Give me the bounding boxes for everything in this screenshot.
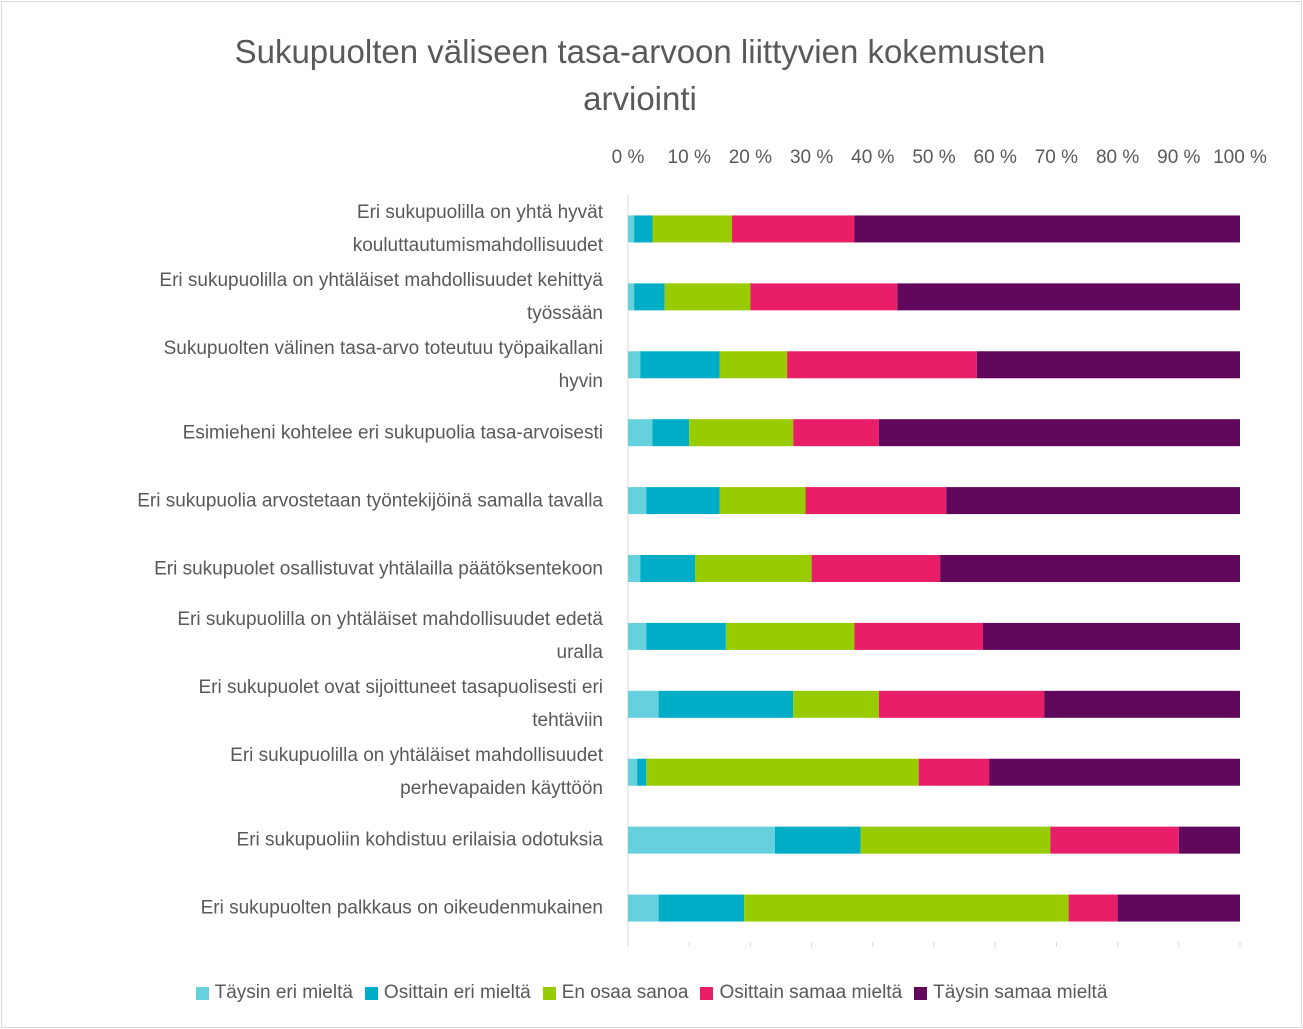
bar-segment [640,555,696,582]
bar-segment [646,758,919,786]
legend-item: Täysin samaa mieltä [914,982,1107,1004]
category-label: Eri sukupuolilla on yhtä hyvät kouluttau… [352,201,603,256]
bar-segment [646,622,726,650]
category-label: Eri sukupuolten palkkaus on oikeudenmuka… [200,897,603,919]
bar-segment [854,622,983,650]
bar-segment [976,351,1240,379]
bar-segment [634,283,665,311]
bar-segment [628,215,635,243]
x-tick-label: 0 % [611,147,645,168]
bar-segment [1178,826,1240,854]
bar-segment [878,690,1045,718]
bar-segment [628,487,647,515]
bar-segment [854,215,1240,243]
bar-segment [628,622,647,650]
legend-swatch [364,986,378,1000]
legend-swatch [914,986,928,1000]
bar-segment [946,487,1240,515]
x-tick-label: 20 % [728,147,773,168]
bar-segment [652,419,690,447]
bar-segment [918,758,990,786]
legend-swatch [195,986,209,1000]
legend-item: Osittain samaa mieltä [700,982,902,1004]
bar-segment [940,555,1240,582]
bar-segment [664,283,751,311]
bar-segment [1068,894,1118,922]
bar-segment [628,758,638,786]
legend-swatch [700,986,714,1000]
bar-segment [628,894,659,922]
x-tick-label: 100 % [1213,147,1267,168]
bar-segment [634,215,653,243]
bar-segment [628,555,641,582]
bar-segment [658,894,745,922]
bar-segment [695,555,812,582]
category-label: Sukupuolten välinen tasa-arvo toteutuu t… [163,337,603,392]
bar-segment [811,555,941,582]
chart-title: Sukupuolten väliseen tasa-arvoon liittyv… [234,33,1046,117]
bar-segment [628,351,641,379]
x-tick-label: 50 % [912,147,956,168]
legend-label: Osittain samaa mieltä [719,982,903,1003]
bar-segment [719,351,788,379]
bar-segment [793,419,879,447]
legend-label: Osittain eri mieltä [383,982,531,1003]
legend-label: Täysin samaa mieltä [933,982,1108,1003]
bar-segment [725,622,855,650]
bar-segment [1044,690,1240,718]
category-label: Eri sukupuolilla on yhtäläiset mahdollis… [177,609,603,664]
bar-segment [774,826,861,854]
bar-segment [646,487,720,515]
category-label: Eri sukupuoliin kohdistuu erilaisia odot… [236,829,603,851]
bar-segment [793,690,879,718]
legend-item: Täysin eri mieltä [195,982,353,1004]
legend-swatch [542,986,556,1000]
bar-segment [744,894,1069,922]
bar-segment [658,690,794,718]
x-tick-label: 40 % [851,147,895,168]
category-label: Eri sukupuolia arvostetaan työntekijöinä… [137,490,603,512]
bar-segment [628,283,635,311]
bar-segment [897,283,1240,311]
bar-segment [878,419,1240,447]
bar-segment [805,487,947,515]
legend-label: En osaa sanoa [561,982,689,1003]
x-tick-label: 90 % [1157,147,1201,168]
category-label: Esimieheni kohtelee eri sukupuolia tasa-… [182,422,603,444]
bar-segment [640,351,720,379]
x-tick-label: 10 % [667,147,711,168]
bar-segment [1050,826,1179,854]
x-tick-label: 30 % [789,147,834,168]
category-label: Eri sukupuolet osallistuvat yhtälailla p… [154,558,603,579]
bar-segment [982,622,1240,650]
legend-label: Täysin eri mieltä [214,982,353,1003]
category-label: Eri sukupuolilla on yhtäläiset mahdollis… [230,745,603,800]
legend-item: En osaa sanoa [542,982,689,1004]
x-tick-label: 60 % [973,147,1017,168]
bar-segment [732,215,855,243]
category-label: Eri sukupuolet ovat sijoittuneet tasapuo… [198,677,603,732]
bar-segment [787,351,977,379]
bar-segment [628,419,653,447]
bar-segment [652,215,733,243]
bar-segment [637,758,647,786]
bar-segment [628,690,659,718]
bar-segment [628,826,775,854]
bar-segment [860,826,1051,854]
x-tick-label: 70 % [1034,147,1079,168]
legend: Täysin eri mieltä Osittain eri mieltä En o… [0,982,1303,1004]
legend-item: Osittain eri mieltä [364,982,531,1004]
bar-segment [719,487,806,515]
category-label: Eri sukupuolilla on yhtäläiset mahdollis… [159,269,603,324]
x-tick-label: 80 % [1095,147,1140,168]
bar-segment [989,758,1240,786]
bar-segment [689,419,794,447]
bar-segment [1117,894,1240,922]
bar-segment [750,283,898,311]
